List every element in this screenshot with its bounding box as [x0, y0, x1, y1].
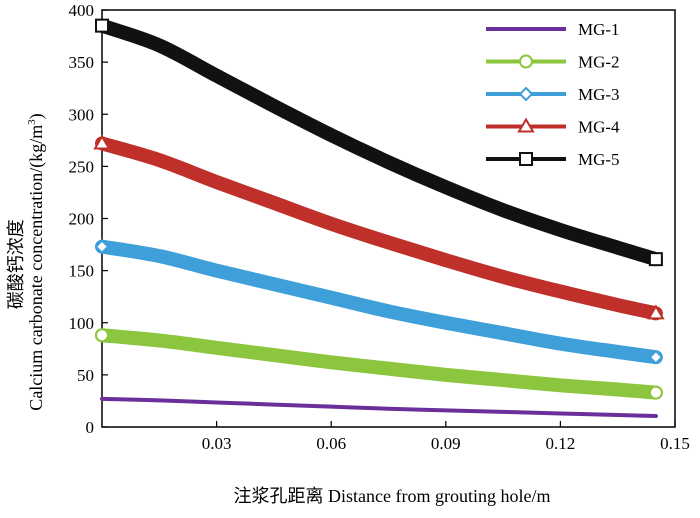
- legend-label: MG-5: [578, 150, 620, 169]
- series-mg-5: [95, 18, 663, 267]
- legend-item: MG-5: [486, 150, 620, 169]
- series-point: [648, 349, 664, 365]
- y-tick-label: 150: [69, 262, 95, 281]
- series-point: [94, 239, 110, 255]
- x-tick-label: 0.12: [546, 434, 576, 453]
- series-point: [647, 304, 665, 320]
- y-tick-label: 200: [69, 210, 95, 229]
- x-tick-label: 0.03: [202, 434, 232, 453]
- y-axis-label-en: Calcium carbonate concentration/(kg/m3): [26, 113, 47, 410]
- series-line: [95, 18, 663, 267]
- y-tick-label: 0: [86, 418, 95, 437]
- series-point: [93, 134, 111, 150]
- legend-item: MG-3: [486, 85, 620, 104]
- y-tick-label: 100: [69, 314, 95, 333]
- series-point: [648, 252, 663, 267]
- legend-label: MG-2: [578, 53, 620, 72]
- y-tick-label: 250: [69, 157, 95, 176]
- legend: MG-1 MG-2 MG-3 MG-4 MG-5: [486, 20, 620, 169]
- x-tick-label: 0.09: [431, 434, 461, 453]
- legend-marker: [518, 86, 534, 102]
- series-line: [95, 239, 663, 365]
- series-line: [95, 328, 663, 400]
- series-line: [100, 396, 658, 419]
- series-mg-2: [95, 328, 663, 400]
- x-tick-label: 0.06: [316, 434, 346, 453]
- y-axis: 0 50 100 150 200 250 300 350 400: [69, 1, 108, 437]
- legend-label: MG-3: [578, 85, 620, 104]
- series-layer: [93, 18, 665, 419]
- y-axis-label-en-main: Calcium carbonate concentration/(kg/m: [26, 125, 47, 411]
- legend-item: MG-4: [486, 118, 620, 137]
- series-mg-3: [94, 239, 664, 365]
- legend-label: MG-4: [578, 118, 620, 137]
- x-axis-label: 注浆孔距离 Distance from grouting hole/m: [234, 486, 551, 506]
- y-tick-label: 350: [69, 53, 95, 72]
- legend-marker: [519, 54, 533, 69]
- series-mg-1: [100, 396, 658, 419]
- series-mg-4: [93, 134, 665, 321]
- y-tick-label: 300: [69, 105, 95, 124]
- y-axis-label-close: ): [26, 113, 47, 119]
- legend-item: MG-1: [486, 20, 620, 39]
- y-axis-label: 碳酸钙浓度 Calcium carbonate concentration/(k…: [6, 113, 47, 410]
- x-tick-label: 0.15: [660, 434, 690, 453]
- y-axis-label-cn: 碳酸钙浓度: [6, 219, 26, 309]
- y-tick-label: 50: [77, 366, 94, 385]
- y-tick-label: 400: [69, 1, 95, 20]
- legend-marker: [519, 152, 533, 166]
- x-axis: 0.03 0.06 0.09 0.12 0.15: [202, 421, 690, 453]
- legend-marker: [517, 117, 535, 133]
- series-point: [95, 18, 109, 33]
- series-point: [95, 328, 109, 343]
- legend-item: MG-2: [486, 53, 620, 72]
- series-point: [648, 385, 663, 400]
- series-line: [95, 136, 663, 321]
- y-axis-label-sup: 3: [26, 119, 38, 125]
- legend-label: MG-1: [578, 20, 620, 39]
